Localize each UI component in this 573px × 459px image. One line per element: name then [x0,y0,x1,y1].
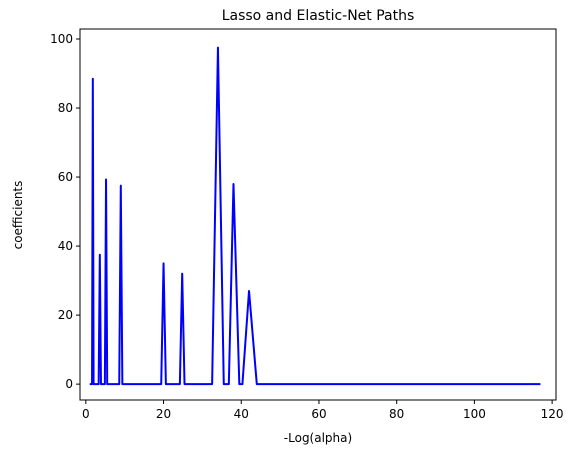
plot-frame [79,28,557,401]
chart-title: Lasso and Elastic-Net Paths [222,8,415,24]
y-tick-label: 0 [65,377,73,391]
x-tick-label: 40 [234,407,249,421]
x-tick-label: 100 [463,407,486,421]
y-tick-label: 80 [58,101,73,115]
y-axis-label: coefficients [11,181,25,250]
y-tick-label: 100 [50,32,73,46]
x-tick-label: 80 [389,407,404,421]
y-tick-label: 40 [58,239,73,253]
x-tick-label: 0 [82,407,90,421]
x-axis-label: -Log(alpha) [284,431,352,445]
x-tick-label: 20 [156,407,171,421]
y-tick-label: 60 [58,170,73,184]
y-tick-label: 20 [58,308,73,322]
x-tick-label: 60 [311,407,326,421]
x-tick-label: 120 [541,407,564,421]
coefficient-path [89,46,541,386]
